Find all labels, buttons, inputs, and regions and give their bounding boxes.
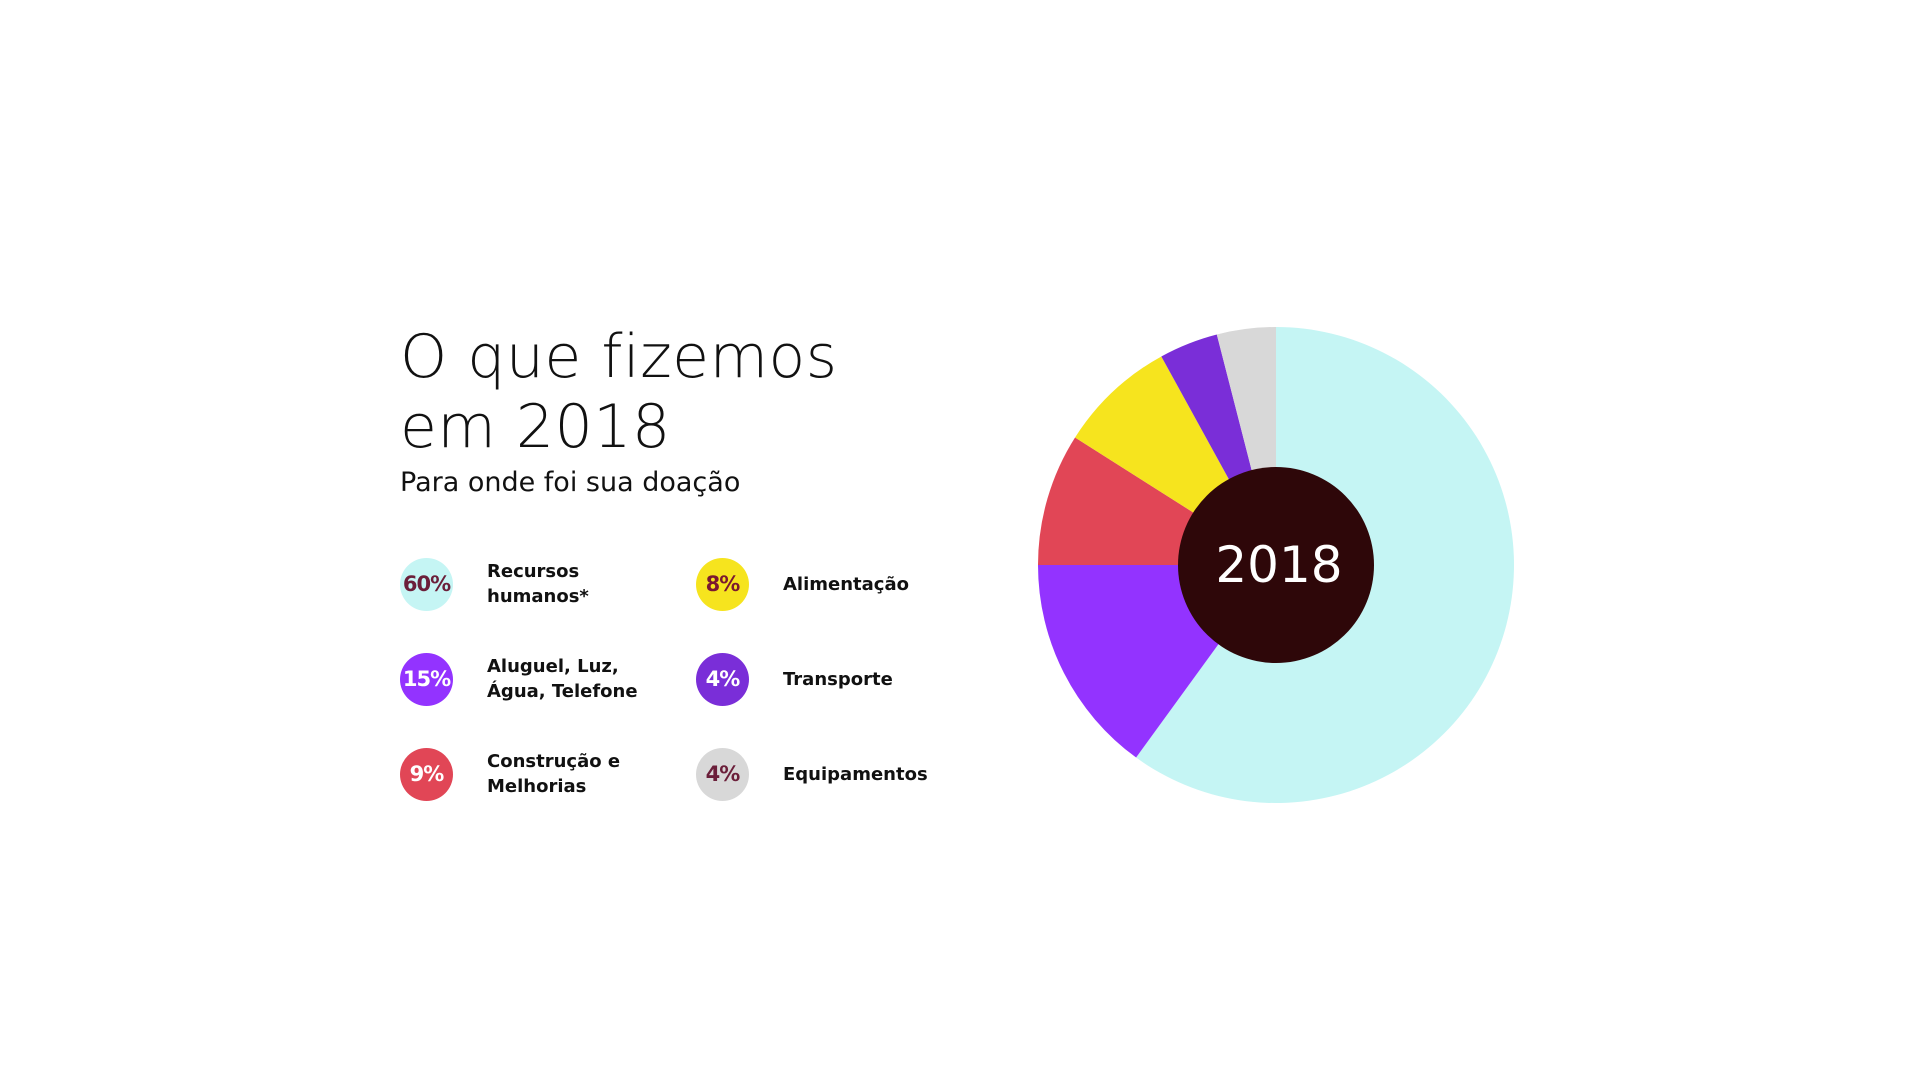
- donut-chart: 2018: [1020, 310, 1540, 810]
- donut-chart-svg: 2018: [1038, 327, 1514, 803]
- legend-label: Recursos humanos*: [487, 561, 589, 607]
- info-panel: O que fizemos em 2018 Para onde foi sua …: [400, 322, 960, 801]
- legend-label: Alimentação: [783, 573, 909, 595]
- legend-item-aluguel: 15% Aluguel, Luz, Água, Telefone: [400, 649, 690, 709]
- legend-badge: 9%: [400, 747, 453, 801]
- legend-label: Aluguel, Luz, Água, Telefone: [487, 656, 638, 702]
- legend-item-alimentacao: 8% Alimentação: [696, 554, 986, 614]
- legend-badge: 4%: [696, 747, 749, 801]
- center-year-label: 2018: [1215, 536, 1342, 594]
- donut-hole: [1178, 467, 1374, 663]
- legend-badge: 15%: [400, 652, 453, 706]
- legend-label: Construção e Melhorias: [487, 751, 621, 797]
- legend-item-equipamentos: 4% Equipamentos: [696, 744, 986, 804]
- legend-label: Equipamentos: [783, 763, 928, 785]
- legend-badge: 8%: [696, 557, 749, 611]
- page-title: O que fizemos em 2018: [400, 322, 838, 462]
- legend-item-construcao: 9% Construção e Melhorias: [400, 744, 690, 804]
- legend-badge: 4%: [696, 652, 749, 706]
- page-subtitle: Para onde foi sua doação: [400, 467, 741, 498]
- legend-item-transporte: 4% Transporte: [696, 649, 986, 709]
- legend-item-recursos-humanos: 60% Recursos humanos*: [400, 554, 690, 614]
- legend-label: Transporte: [783, 668, 893, 690]
- legend-badge: 60%: [400, 557, 453, 611]
